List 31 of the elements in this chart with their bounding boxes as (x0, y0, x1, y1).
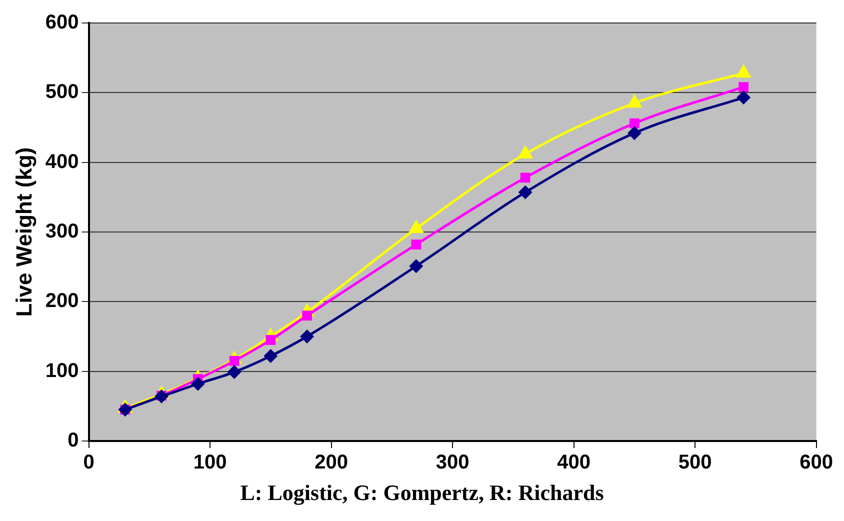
text: L: Logistic, G: Gompertz, R: Richards (239, 480, 605, 506)
point (264, 349, 278, 364)
x-tick-label: 300 (436, 452, 470, 474)
x-tick-label: 0 (83, 452, 94, 474)
point (738, 82, 749, 92)
y-tick-label: 300 (45, 220, 79, 243)
point (520, 172, 530, 183)
x-tick-label: 400 (557, 452, 590, 474)
y-axis-title: Live Weight (kg) (11, 147, 36, 317)
point (154, 389, 169, 404)
point (227, 365, 242, 380)
y-tick-label: 100 (45, 360, 79, 382)
point (266, 335, 276, 345)
y-tick-label: 400 (45, 150, 79, 173)
x-tick-label: 500 (678, 452, 712, 474)
point (411, 240, 422, 250)
x-tick-label: 600 (800, 452, 834, 474)
point (409, 259, 424, 274)
y-tick-label: 0 (68, 430, 79, 452)
point (736, 90, 751, 105)
y-tick-label: 200 (45, 290, 79, 312)
point (302, 310, 312, 321)
point (190, 376, 205, 391)
point (629, 118, 640, 128)
point (300, 330, 314, 344)
point (627, 126, 642, 140)
x-tick-label: 200 (314, 452, 348, 474)
y-tick-label: 500 (45, 81, 79, 104)
x-tick-label: 100 (193, 452, 227, 474)
y-tick-label: 600 (45, 12, 79, 34)
point (518, 185, 532, 200)
